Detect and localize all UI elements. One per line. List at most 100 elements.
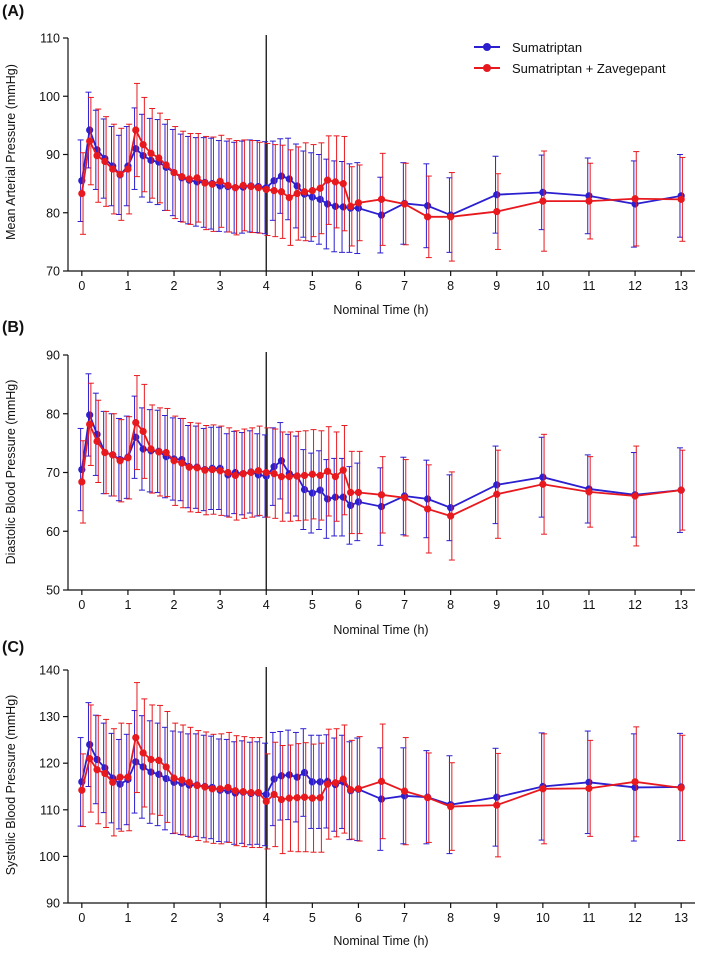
x-tick-label-a: 2 xyxy=(171,279,178,293)
data-point-combination-a xyxy=(447,213,455,221)
data-point-combination-c xyxy=(193,781,201,790)
legend: Sumatriptan Sumatriptan + Zavegepant xyxy=(474,40,666,76)
legend-label-combination: Sumatriptan + Zavegepant xyxy=(512,61,666,76)
x-tick-label-a: 5 xyxy=(309,279,316,293)
data-point-sumatriptan-b xyxy=(86,411,94,419)
data-point-sumatriptan-a xyxy=(277,172,286,180)
data-point-combination-a xyxy=(86,137,94,145)
data-point-combination-c xyxy=(539,785,547,793)
data-point-sumatriptan-c xyxy=(262,790,270,799)
data-point-combination-b xyxy=(293,472,301,480)
data-point-sumatriptan-b xyxy=(270,463,278,471)
series-combination-b xyxy=(78,375,686,561)
data-point-combination-a xyxy=(631,195,639,203)
x-tick-label-a: 9 xyxy=(493,279,500,293)
data-point-combination-b xyxy=(239,470,247,478)
data-point-combination-c xyxy=(331,779,339,787)
data-point-combination-c xyxy=(208,785,216,793)
data-point-combination-a xyxy=(400,200,409,208)
x-tick-label-a: 11 xyxy=(582,279,595,293)
data-point-combination-c xyxy=(109,778,117,786)
y-axis-title-c: Systolic Blood Pressure (mmHg) xyxy=(4,695,18,876)
data-point-sumatriptan-a xyxy=(316,195,324,203)
x-tick-label-b: 6 xyxy=(355,598,362,612)
data-point-combination-a xyxy=(132,126,140,134)
x-tick-label-b: 9 xyxy=(493,598,500,612)
data-point-combination-b xyxy=(178,459,186,467)
data-point-sumatriptan-b xyxy=(277,457,286,465)
x-tick-label-c: 7 xyxy=(401,911,408,925)
data-point-sumatriptan-c xyxy=(293,773,301,781)
data-point-sumatriptan-a xyxy=(631,200,639,208)
data-point-sumatriptan-a xyxy=(585,192,593,200)
data-point-sumatriptan-c xyxy=(377,795,386,803)
data-point-sumatriptan-a xyxy=(331,202,339,210)
x-tick-label-a: 6 xyxy=(355,279,362,293)
series-sumatriptan-b xyxy=(77,373,685,546)
legend-item-combination: Sumatriptan + Zavegepant xyxy=(474,61,666,76)
data-point-combination-c xyxy=(254,788,263,797)
data-point-combination-b xyxy=(116,457,124,465)
data-point-combination-c xyxy=(424,794,432,802)
data-point-combination-a xyxy=(285,194,293,202)
x-tick-label-a: 10 xyxy=(536,279,550,293)
data-point-combination-b xyxy=(109,451,117,459)
data-point-combination-c xyxy=(493,801,501,809)
data-point-sumatriptan-b xyxy=(308,489,316,497)
x-tick-label-b: 8 xyxy=(447,598,454,612)
y-axis-title-a: Mean Arterial Pressure (mmHg) xyxy=(4,64,18,240)
data-point-combination-c xyxy=(124,773,132,781)
data-point-sumatriptan-c xyxy=(162,774,170,783)
series-line-combination-b xyxy=(80,420,682,517)
series-sumatriptan-a xyxy=(77,91,685,255)
data-point-combination-c xyxy=(447,802,455,811)
data-point-sumatriptan-c xyxy=(277,772,286,780)
data-point-sumatriptan-c xyxy=(116,780,124,788)
data-point-sumatriptan-b xyxy=(139,445,147,453)
data-point-sumatriptan-b xyxy=(493,481,501,489)
y-tick-label-c: 90 xyxy=(46,897,60,911)
data-point-combination-c xyxy=(354,785,363,793)
data-point-sumatriptan-a xyxy=(424,202,432,210)
data-point-combination-c xyxy=(585,784,593,792)
data-point-combination-a xyxy=(254,184,263,192)
x-tick-label-c: 11 xyxy=(582,911,595,925)
y-tick-label-c: 130 xyxy=(39,710,60,724)
x-tick-label-c: 8 xyxy=(447,911,454,925)
data-point-combination-c xyxy=(116,773,124,781)
data-point-sumatriptan-a xyxy=(308,193,316,201)
data-point-sumatriptan-a xyxy=(293,182,301,190)
x-tick-label-a: 13 xyxy=(674,279,688,293)
x-tick-label-c: 5 xyxy=(309,911,316,925)
data-point-sumatriptan-b xyxy=(323,495,332,503)
data-point-sumatriptan-a xyxy=(86,126,94,134)
data-point-combination-b xyxy=(231,471,239,480)
data-point-combination-c xyxy=(78,786,86,794)
data-point-combination-b xyxy=(316,471,324,480)
data-point-combination-b xyxy=(124,454,132,462)
data-point-combination-a xyxy=(308,187,316,195)
data-point-sumatriptan-c xyxy=(147,768,155,776)
data-point-combination-b xyxy=(493,490,501,498)
data-point-combination-b xyxy=(631,492,639,500)
data-point-combination-c xyxy=(201,783,209,791)
data-point-combination-b xyxy=(677,486,685,494)
x-axis-title-b: Nominal Time (h) xyxy=(333,623,428,637)
data-point-combination-b xyxy=(331,473,339,481)
data-point-combination-b xyxy=(323,467,332,475)
data-point-sumatriptan-c xyxy=(139,763,147,771)
data-point-combination-c xyxy=(139,749,147,757)
data-point-combination-a xyxy=(162,161,170,169)
x-tick-label-b: 3 xyxy=(217,598,224,612)
data-point-combination-a xyxy=(109,165,117,173)
data-point-sumatriptan-b xyxy=(132,433,140,441)
data-point-sumatriptan-b xyxy=(539,473,547,481)
data-point-combination-c xyxy=(239,788,247,796)
data-point-combination-c xyxy=(347,786,355,794)
data-point-combination-b xyxy=(585,488,593,496)
data-point-combination-b xyxy=(208,465,216,474)
data-point-combination-b xyxy=(262,468,270,477)
data-point-sumatriptan-c xyxy=(300,768,309,777)
